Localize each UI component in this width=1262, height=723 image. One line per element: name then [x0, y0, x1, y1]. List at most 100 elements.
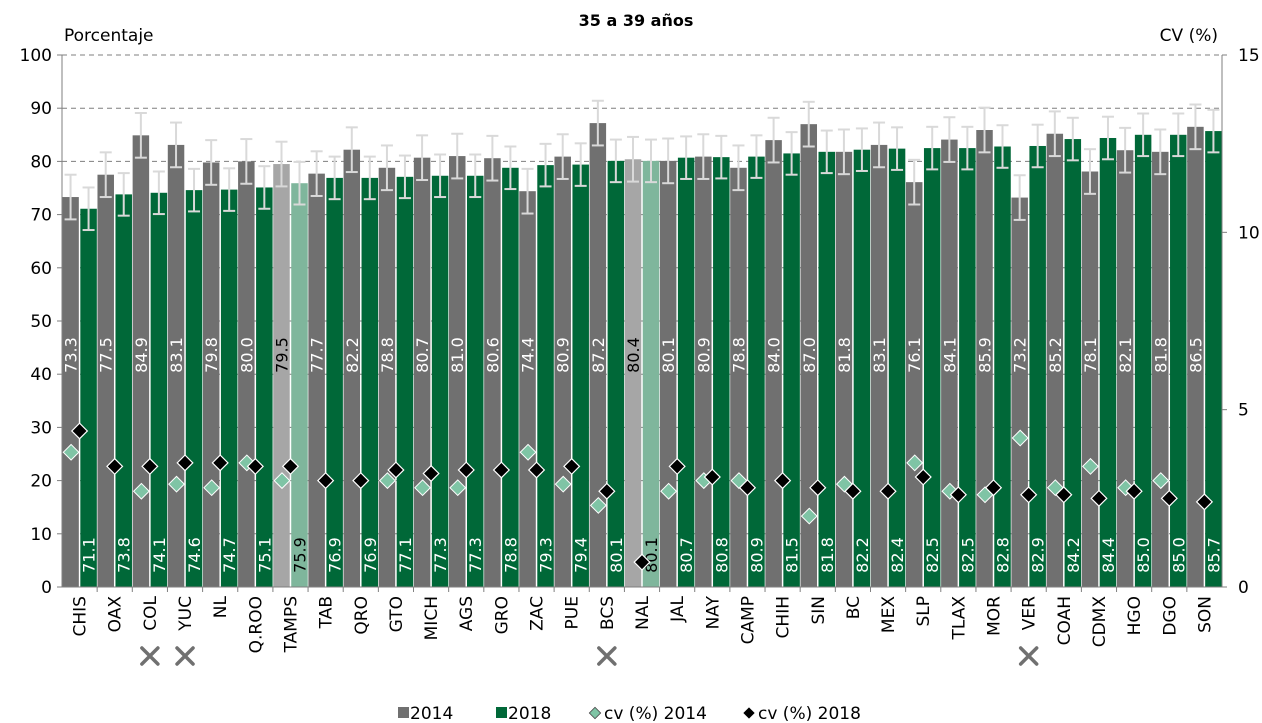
- data-label-2014: 80.1: [659, 337, 678, 373]
- x-tick-label: PUE: [563, 596, 583, 629]
- data-label-2018: 82.5: [958, 537, 977, 573]
- x-tick-label: NL: [211, 595, 231, 618]
- y-tick-label: 20: [30, 472, 52, 492]
- data-label-2018: 84.4: [1099, 537, 1118, 573]
- cv-2014-marker: [906, 454, 924, 472]
- legend-swatch-2014: [398, 707, 409, 718]
- cv-2014-marker: [1081, 457, 1099, 475]
- x-tick-label: CDMX: [1090, 596, 1110, 648]
- cv-2014-marker: [1152, 472, 1170, 490]
- data-label-2018: 77.3: [431, 537, 450, 573]
- data-label-2014: 77.5: [97, 337, 116, 373]
- bar-2014: [941, 139, 958, 587]
- bar-2014: [976, 130, 993, 587]
- data-label-2014: 80.9: [694, 337, 713, 373]
- bar-2014: [413, 157, 431, 587]
- y-axis-right-ticks: 0 5 10 15: [1222, 46, 1260, 598]
- data-label-2014: 81.8: [835, 337, 854, 373]
- x-tick-label: JAL: [668, 595, 688, 622]
- data-label-2018: 82.5: [923, 537, 942, 573]
- bar-2018: [361, 177, 379, 587]
- bar-2018: [291, 183, 308, 587]
- data-label-2014: 77.7: [308, 337, 327, 373]
- x-tick-label: QRO: [352, 596, 372, 635]
- bar-2018: [150, 192, 168, 587]
- bar-2018: [607, 160, 625, 588]
- bar-2014: [800, 124, 818, 587]
- cv-2018-marker: [1125, 482, 1143, 500]
- cv-2018-marker: [773, 471, 792, 490]
- x-tick-label: CHIS: [71, 596, 91, 636]
- bar-2014: [624, 159, 642, 587]
- legend-label-cv-2018: cv (%) 2018: [758, 704, 861, 723]
- cv-2018-marker: [317, 471, 335, 490]
- data-label-2014: 80.7: [413, 337, 432, 373]
- data-label-2014: 73.3: [62, 337, 81, 373]
- bar-2014: [1116, 150, 1134, 587]
- cv-2018-marker: [1090, 489, 1108, 507]
- data-label-2018: 85.7: [1204, 537, 1223, 573]
- bar-2018: [853, 149, 871, 588]
- y2-tick-label: 0: [1238, 578, 1249, 598]
- bar-2014: [1011, 197, 1028, 588]
- data-label-2018: 73.8: [115, 537, 134, 573]
- cv-2018-marker: [879, 482, 897, 500]
- data-label-2014: 85.9: [976, 337, 995, 373]
- x-tick-label: GTO: [387, 596, 407, 632]
- data-labels: 73.3 71.1 77.5 73.8 84.9 74.1 83.1 74.6 79.8 74.7…: [62, 337, 1224, 573]
- x-tick-label: AGS: [457, 596, 477, 631]
- bar-2018: [185, 190, 203, 588]
- cv-2018-marker: [352, 471, 370, 490]
- bar-2014: [730, 167, 747, 587]
- data-label-2018: 77.3: [466, 537, 485, 573]
- data-label-2018: 74.6: [185, 537, 204, 573]
- bar-2014: [238, 161, 255, 587]
- bar-2018: [1205, 131, 1222, 588]
- data-label-2014: 84.0: [765, 337, 784, 373]
- x-tick-label: VER: [1020, 596, 1040, 630]
- x-tick-label: TAB: [317, 596, 337, 629]
- data-label-2018: 82.8: [994, 537, 1013, 573]
- gridlines: [62, 54, 1222, 535]
- bar-2018: [256, 187, 273, 587]
- x-tick-label: MICH: [422, 596, 442, 640]
- bar-2018: [502, 167, 519, 587]
- cv-2018-marker: [668, 457, 686, 476]
- data-label-2018: 82.4: [888, 537, 907, 573]
- cv-2014-marker: [800, 507, 818, 525]
- bar-2018: [1064, 139, 1082, 587]
- cv-2014-marker: [168, 475, 186, 493]
- bar-2014: [308, 173, 325, 588]
- bar-2018: [923, 148, 941, 587]
- y-tick-label: 70: [30, 206, 52, 226]
- bars: [62, 123, 1222, 588]
- x-tick-label: COL: [141, 595, 161, 630]
- legend-label-2014: 2014: [410, 704, 453, 723]
- bar-2018: [326, 177, 343, 587]
- cv-2018-marker: [527, 461, 546, 479]
- x-tick-label: SIN: [809, 596, 829, 625]
- data-label-2018: 75.1: [255, 537, 274, 573]
- bar-2014: [870, 144, 888, 587]
- data-label-2014: 84.9: [132, 337, 151, 373]
- legend-label-2018: 2018: [508, 704, 551, 723]
- cv-2014-marker: [378, 472, 396, 490]
- bar-2014: [448, 156, 466, 587]
- x-tick-label: MOR: [985, 596, 1005, 636]
- cv-2014-marker: [660, 482, 678, 500]
- y-tick-label: 100: [20, 46, 52, 66]
- data-label-2018: 81.8: [818, 537, 837, 573]
- data-label-2018: 78.8: [501, 537, 520, 573]
- x-tick-label: DGO: [1160, 596, 1180, 636]
- bar-2014: [202, 162, 220, 588]
- y-tick-label: 0: [41, 578, 52, 598]
- data-label-2014: 76.1: [905, 337, 924, 373]
- cv-2018-marker: [70, 422, 89, 440]
- cv-markers: [62, 422, 1214, 571]
- bar-2014: [484, 158, 501, 587]
- data-label-2014: 80.9: [554, 337, 573, 373]
- x-tick-label: NAL: [633, 595, 653, 629]
- bar-2018: [1134, 134, 1152, 588]
- data-label-2014: 84.1: [940, 337, 959, 373]
